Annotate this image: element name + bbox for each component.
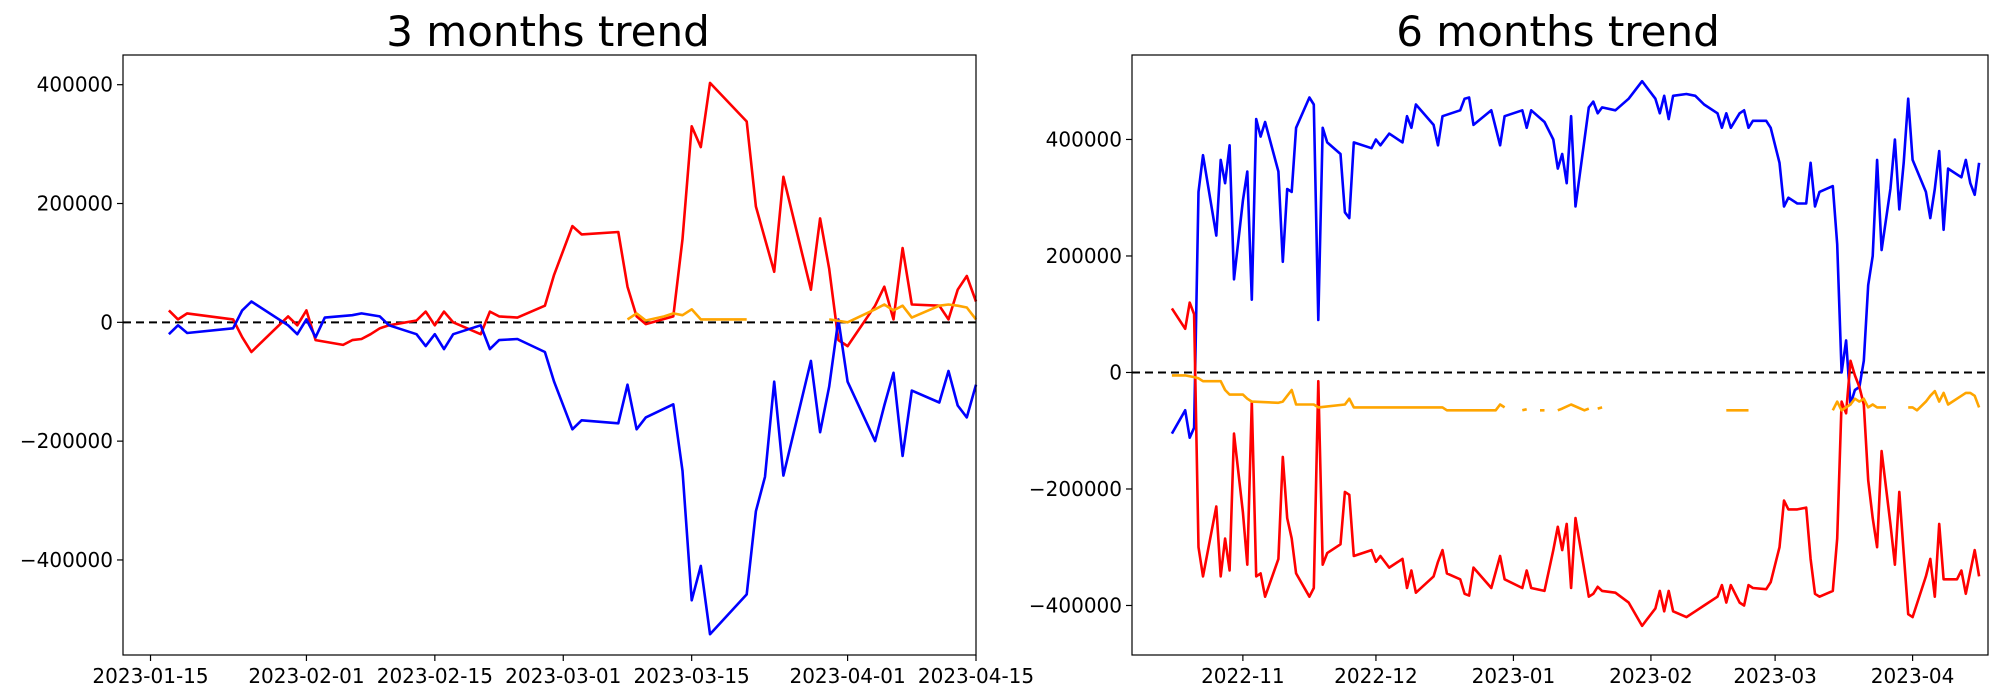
right-y-tick-label: −200000: [1029, 477, 1122, 501]
right-plot-frame: [1131, 54, 1989, 656]
right-series-line-0: [1170, 79, 1981, 439]
right-y-tick-label: 200000: [1046, 244, 1122, 268]
left-x-tick-label: 2023-04-15: [918, 664, 1034, 688]
right-x-tick-label: 2023-02: [1609, 664, 1693, 688]
left-y-tick-label: 200000: [37, 192, 113, 216]
left-series-line-2: [626, 303, 978, 324]
left-chart-title: 3 months trend: [386, 7, 710, 56]
left-chart-panel: 3 months trend 400000 200000 0 −200000 −4000…: [20, 7, 1034, 688]
left-y-tick-label: −400000: [20, 548, 113, 572]
right-y-tick-label: 400000: [1046, 127, 1122, 151]
right-y-tick-label: 0: [1109, 360, 1122, 384]
right-series-line-2: [1171, 374, 1981, 412]
right-x-tick-label: 2023-01: [1472, 664, 1556, 688]
left-series-line-0: [167, 81, 978, 354]
left-y-tick-label: 0: [100, 310, 113, 334]
right-x-tick-label: 2022-12: [1334, 664, 1418, 688]
right-y-tick-label: −400000: [1029, 593, 1122, 617]
left-y-tick-label: −200000: [20, 429, 113, 453]
left-x-tick-label: 2023-04-01: [789, 664, 905, 688]
right-chart-panel: 6 months trend 400000 200000 0 −200000 −4000…: [1029, 7, 1989, 688]
left-x-tick-label: 2023-01-15: [92, 664, 208, 688]
left-x-tick-label: 2023-03-01: [505, 664, 621, 688]
left-plot-frame: [122, 54, 977, 656]
left-x-tick-label: 2023-03-15: [634, 664, 750, 688]
left-y-tick-label: 400000: [37, 73, 113, 97]
right-x-tick-label: 2023-04: [1871, 664, 1955, 688]
left-x-tick-label: 2023-02-01: [248, 664, 364, 688]
left-x-tick-label: 2023-02-15: [377, 664, 493, 688]
right-chart-title: 6 months trend: [1396, 7, 1720, 56]
left-series-line-1: [167, 300, 978, 636]
right-x-tick-label: 2022-11: [1201, 664, 1285, 688]
right-x-tick-label: 2023-03: [1733, 664, 1817, 688]
right-series-line-1: [1170, 301, 1981, 628]
